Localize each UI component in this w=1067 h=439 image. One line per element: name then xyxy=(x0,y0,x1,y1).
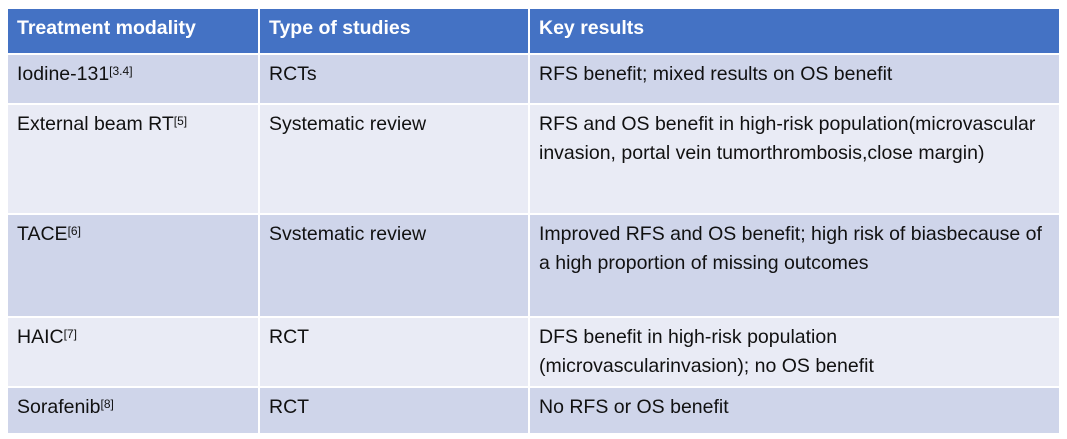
table-row: HAIC[7] RCT DFS benefit in high-risk pop… xyxy=(6,316,1061,388)
modality-cell: Iodine-131[3.4] xyxy=(6,53,260,105)
result-cell: No RFS or OS benefit xyxy=(528,386,1061,435)
study-cell: Svstematic review xyxy=(258,213,530,318)
reference: [3.4] xyxy=(109,64,133,78)
header-treatment-modality: Treatment modality xyxy=(6,7,260,55)
result-cell: RFS benefit; mixed results on OS benefit xyxy=(528,53,1061,105)
header-key-results: Key results xyxy=(528,7,1061,55)
result-cell: RFS and OS benefit in high-risk populati… xyxy=(528,103,1061,215)
header-type-of-studies: Type of studies xyxy=(258,7,530,55)
result-cell: Improved RFS and OS benefit; high risk o… xyxy=(528,213,1061,318)
modality-text: Sorafenib xyxy=(17,396,101,418)
reference: [5] xyxy=(173,114,188,128)
reference: [8] xyxy=(100,397,114,411)
study-cell: RCTs xyxy=(258,53,530,105)
modality-cell: TACE[6] xyxy=(6,213,260,318)
study-cell: Systematic review xyxy=(258,103,530,215)
modality-text: External beam RT xyxy=(17,113,174,135)
study-cell: RCT xyxy=(258,386,530,435)
reference: [7] xyxy=(63,327,77,341)
modality-cell: External beam RT[5] xyxy=(6,103,260,215)
treatment-table: Treatment modality Type of studies Key r… xyxy=(6,7,1061,435)
modality-cell: Sorafenib[8] xyxy=(6,386,260,435)
table-row: TACE[6] Svstematic review Improved RFS a… xyxy=(6,213,1061,318)
modality-text: Iodine-131 xyxy=(17,63,110,85)
table-row: Sorafenib[8] RCT No RFS or OS benefit xyxy=(6,386,1061,435)
modality-text: HAIC xyxy=(17,326,64,348)
study-cell: RCT xyxy=(258,316,530,388)
modality-text: TACE xyxy=(17,223,68,245)
reference: [6] xyxy=(67,224,81,238)
table-row: Iodine-131[3.4] RCTs RFS benefit; mixed … xyxy=(6,53,1061,105)
result-cell: DFS benefit in high-risk population (mic… xyxy=(528,316,1061,388)
header-row: Treatment modality Type of studies Key r… xyxy=(6,7,1061,55)
table-row: External beam RT[5] Systematic review RF… xyxy=(6,103,1061,215)
modality-cell: HAIC[7] xyxy=(6,316,260,388)
